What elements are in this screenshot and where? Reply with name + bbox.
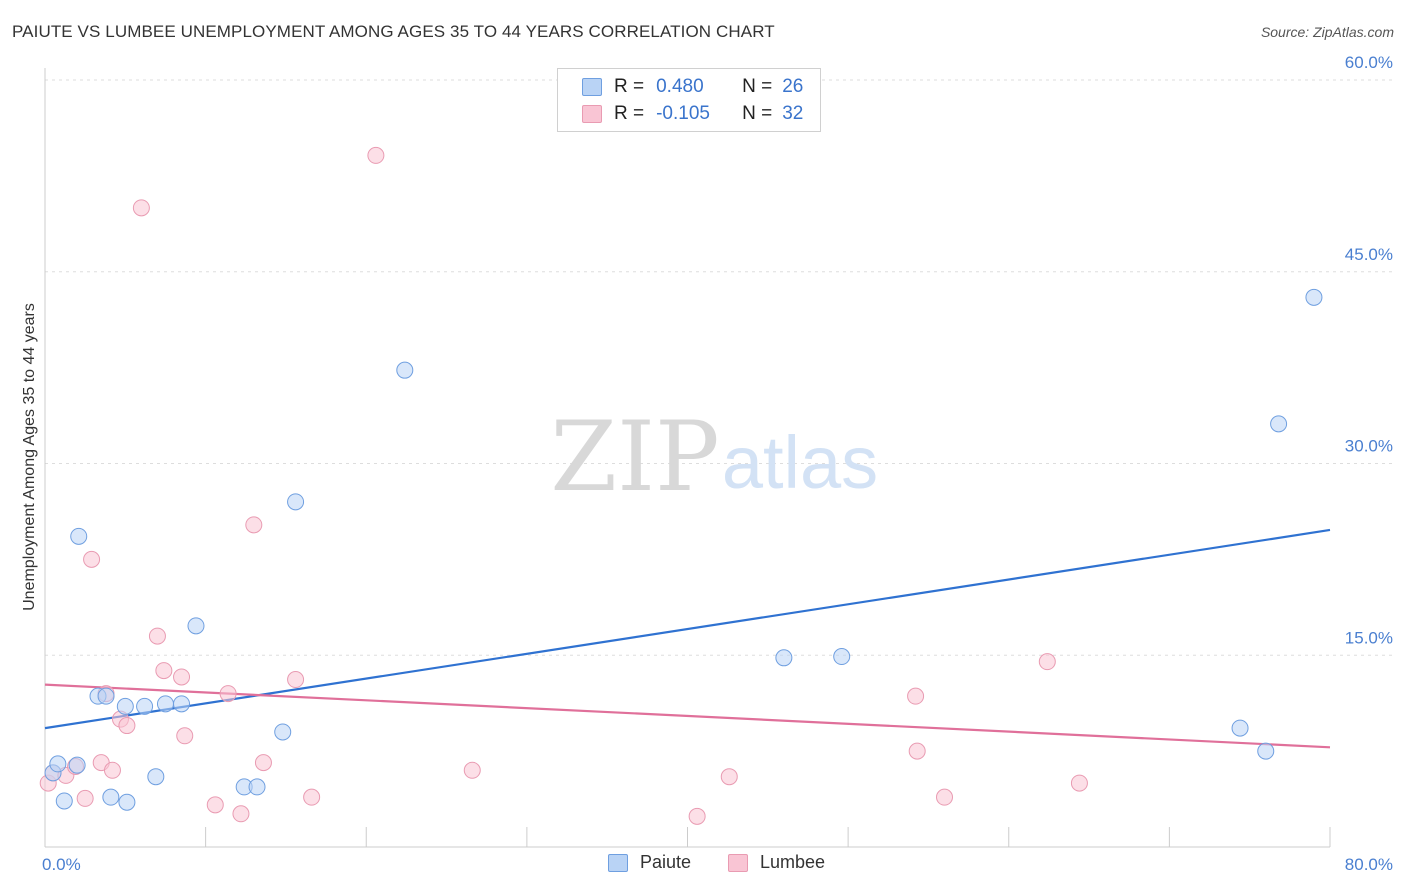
legend-lumbee-label: Lumbee bbox=[760, 852, 826, 872]
x-tick-label: 0.0% bbox=[42, 855, 81, 874]
paiute-point bbox=[833, 648, 851, 666]
paiute-point bbox=[70, 527, 88, 545]
watermark-zip: ZIP bbox=[550, 401, 719, 513]
lumbee-point bbox=[173, 668, 191, 686]
n-label: N = bbox=[742, 76, 773, 97]
legend-paiute-label: Paiute bbox=[640, 852, 692, 872]
lumbee-point bbox=[367, 146, 385, 164]
legend-item-paiute[interactable]: Paiute bbox=[608, 852, 691, 873]
lumbee-point bbox=[303, 788, 321, 806]
y-tick-label: 60.0% bbox=[1345, 53, 1393, 72]
lumbee-point bbox=[176, 727, 194, 745]
x-tick-label: 80.0% bbox=[1345, 855, 1393, 874]
y-tick-label: 45.0% bbox=[1345, 245, 1393, 264]
lumbee-point bbox=[219, 685, 237, 703]
lumbee-point bbox=[1070, 774, 1088, 792]
tick-labels: 15.0% 30.0% 45.0% 60.0% 0.0% 80.0% bbox=[42, 53, 1393, 874]
lumbee-point bbox=[463, 761, 481, 779]
lumbee-point bbox=[245, 516, 263, 534]
legend-item-lumbee[interactable]: Lumbee bbox=[728, 852, 825, 873]
lumbee-point bbox=[1038, 653, 1056, 671]
paiute-r-value: 0.480 bbox=[656, 76, 704, 97]
lumbee-point bbox=[720, 768, 738, 786]
lumbee-point bbox=[155, 662, 173, 680]
chart-title: PAIUTE VS LUMBEE UNEMPLOYMENT AMONG AGES… bbox=[12, 22, 775, 41]
paiute-point bbox=[49, 755, 67, 773]
stats-row-paiute: R = 0.480 N = 26 bbox=[582, 74, 803, 100]
paiute-point bbox=[136, 697, 154, 715]
r-label: R = bbox=[614, 103, 645, 124]
paiute-point bbox=[187, 617, 205, 635]
lumbee-trend-line bbox=[44, 683, 1331, 749]
paiute-point bbox=[173, 695, 191, 713]
trend-lines bbox=[44, 528, 1331, 749]
paiute-point bbox=[156, 695, 174, 713]
paiute-point bbox=[1270, 415, 1288, 433]
lumbee-point bbox=[936, 788, 953, 806]
paiute-point bbox=[396, 361, 414, 379]
stats-row-lumbee: R = -0.105 N = 32 bbox=[582, 101, 803, 127]
r-label: R = bbox=[614, 76, 645, 97]
lumbee-point bbox=[148, 627, 166, 645]
lumbee-point bbox=[254, 754, 272, 772]
legend-paiute-swatch bbox=[608, 853, 628, 872]
paiute-point bbox=[248, 778, 266, 796]
paiute-point bbox=[55, 792, 73, 810]
lumbee-point bbox=[908, 742, 926, 760]
lumbee-n-value: 32 bbox=[782, 103, 804, 124]
lumbee-point bbox=[132, 199, 150, 217]
paiute-point bbox=[68, 756, 86, 774]
lumbee-point bbox=[118, 717, 136, 735]
paiute-swatch bbox=[582, 78, 602, 96]
lumbee-r-value: -0.105 bbox=[656, 103, 710, 124]
paiute-trend-line bbox=[44, 528, 1331, 730]
paiute-point bbox=[274, 723, 292, 741]
paiute-point bbox=[147, 768, 165, 786]
paiute-point bbox=[1231, 719, 1249, 737]
paiute-point bbox=[1257, 742, 1275, 760]
axes bbox=[44, 68, 1331, 848]
lumbee-point bbox=[206, 796, 224, 814]
lumbee-point bbox=[83, 550, 101, 568]
paiute-point bbox=[116, 697, 134, 715]
paiute-point bbox=[287, 493, 305, 511]
lumbee-point bbox=[907, 687, 925, 705]
y-tick-label: 30.0% bbox=[1345, 437, 1393, 456]
lumbee-swatch bbox=[582, 105, 602, 123]
lumbee-point bbox=[103, 761, 121, 779]
watermark: ZIP atlas bbox=[550, 401, 878, 513]
gridlines bbox=[45, 79, 1394, 656]
paiute-point bbox=[118, 793, 136, 811]
paiute-point bbox=[97, 687, 115, 705]
lumbee-point bbox=[232, 805, 250, 823]
lumbee-point bbox=[76, 789, 94, 807]
y-tick-label: 15.0% bbox=[1345, 628, 1393, 647]
paiute-point bbox=[102, 788, 120, 806]
lumbee-point bbox=[287, 671, 305, 689]
stats-box: R = 0.480 N = 26 R = -0.105 N = 32 bbox=[557, 68, 821, 132]
paiute-point bbox=[775, 649, 793, 667]
paiute-point bbox=[1305, 288, 1323, 306]
source-credit: Source: ZipAtlas.com bbox=[1260, 24, 1394, 40]
watermark-atlas: atlas bbox=[722, 421, 878, 504]
legend-lumbee-swatch bbox=[728, 853, 748, 872]
paiute-n-value: 26 bbox=[782, 76, 804, 97]
lumbee-point bbox=[688, 807, 706, 825]
data-points bbox=[39, 146, 1323, 825]
n-label: N = bbox=[742, 103, 773, 124]
